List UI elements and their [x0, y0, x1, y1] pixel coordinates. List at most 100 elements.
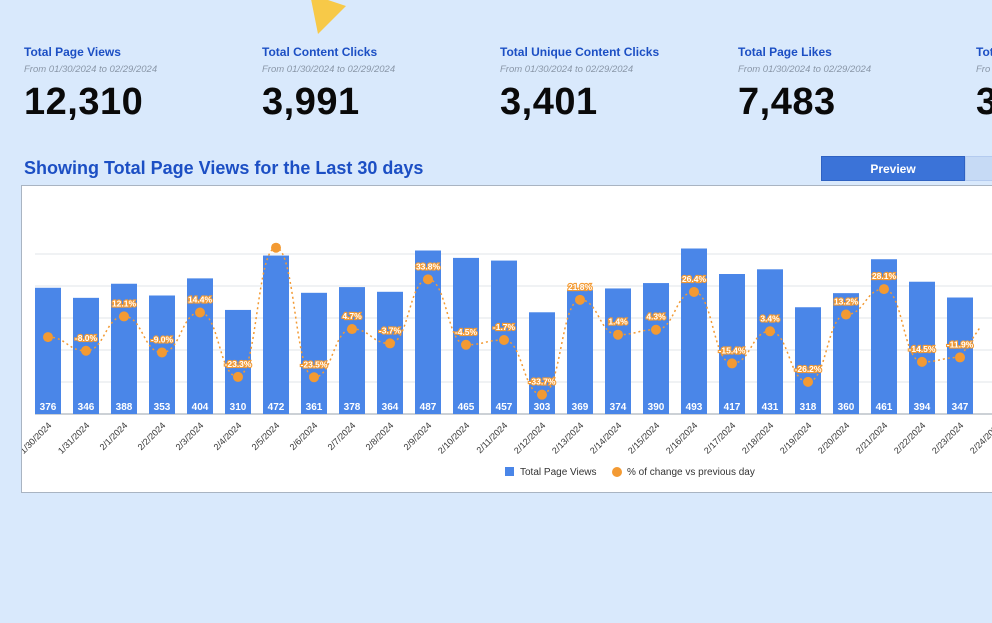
x-tick-label: 1/31/2024 — [56, 420, 91, 455]
bar-value-label: 376 — [40, 402, 57, 413]
x-tick-label: 2/17/2024 — [702, 420, 737, 455]
line-value-label: -33.7% — [529, 377, 556, 387]
line-value-label: -9.0% — [151, 334, 174, 344]
kpi-title: Total Page Likes — [738, 45, 832, 59]
tab-preview[interactable]: Preview — [821, 156, 965, 181]
bar — [263, 255, 289, 414]
line-point — [765, 326, 775, 337]
bar — [453, 257, 479, 414]
x-tick-label: 2/2/2024 — [136, 420, 168, 452]
kpi-partial: Tot Fro 3 — [976, 45, 992, 124]
x-tick-label: 2/16/2024 — [664, 420, 699, 455]
line-point — [81, 345, 91, 356]
bar — [187, 278, 213, 414]
kpi-date-range: From 01/30/2024 to 02/29/2024 — [262, 64, 396, 75]
line-point — [917, 356, 927, 367]
bar — [871, 259, 897, 414]
line-value-label: -4.5% — [455, 327, 478, 337]
kpi-value: 3,991 — [262, 81, 360, 123]
bar-value-label: 461 — [876, 402, 893, 413]
bar-value-label: 487 — [420, 402, 437, 413]
kpi-title: Tot — [976, 45, 992, 59]
line-point — [727, 358, 737, 369]
line-point — [499, 334, 509, 345]
bar — [909, 281, 935, 414]
kpi-date-range: From 01/30/2024 to 02/29/2024 — [500, 64, 634, 75]
line-point — [309, 372, 319, 383]
kpi-total-page-likes: Total Page Likes From 01/30/2024 to 02/2… — [738, 45, 978, 124]
line-point — [575, 294, 585, 305]
bar-value-label: 361 — [306, 402, 323, 413]
line-value-label: -8.0% — [75, 333, 98, 343]
bar — [339, 287, 365, 414]
x-tick-label: 2/22/2024 — [892, 420, 927, 455]
line-value-label: -11.9% — [947, 339, 974, 349]
bar-value-label: 374 — [610, 402, 627, 413]
bar — [643, 283, 669, 414]
bar-value-label: 404 — [192, 402, 209, 413]
x-tick-label: 2/12/2024 — [512, 420, 547, 455]
kpi-date-range: Fro — [976, 64, 991, 75]
line-point — [537, 389, 547, 400]
line-point — [385, 338, 395, 349]
line-point — [803, 376, 813, 387]
line-value-label: -15.4% — [719, 345, 746, 355]
x-tick-label: 2/9/2024 — [402, 420, 434, 452]
legend-bar-label: Total Page Views — [520, 467, 597, 478]
x-tick-label: 2/20/2024 — [816, 420, 851, 455]
bar — [73, 297, 99, 414]
bar-value-label: 493 — [686, 402, 703, 413]
bar-value-label: 318 — [800, 402, 817, 413]
line-value-label: 4.3% — [646, 312, 666, 322]
x-tick-label: 2/24/2024 — [968, 420, 992, 455]
line-value-label: 12.1% — [112, 298, 137, 308]
x-tick-label: 2/15/2024 — [626, 420, 661, 455]
line-value-label: 13.2% — [834, 297, 859, 307]
bar-value-label: 346 — [78, 402, 95, 413]
kpi-title: Total Content Clicks — [262, 45, 378, 59]
kpi-title: Total Unique Content Clicks — [500, 45, 660, 59]
line-point — [157, 347, 167, 358]
bar-value-label: 472 — [268, 402, 285, 413]
bar — [225, 309, 251, 414]
bar-value-label: 378 — [344, 402, 361, 413]
kpi-value: 3 — [976, 81, 992, 123]
line-value-label: 26.4% — [682, 274, 707, 284]
kpi-total-content-clicks: Total Content Clicks From 01/30/2024 to … — [262, 45, 502, 124]
line-value-label: -23.3% — [225, 359, 252, 369]
x-tick-label: 2/13/2024 — [550, 420, 585, 455]
line-point — [689, 286, 699, 297]
bar-value-label: 310 — [230, 402, 247, 413]
bar — [301, 292, 327, 414]
series-line-change — [47, 246, 981, 396]
x-tick-label: 2/23/2024 — [930, 420, 965, 455]
x-tick-label: 2/6/2024 — [288, 420, 320, 452]
legend-line-label: % of change vs previous day — [627, 467, 755, 478]
bar — [377, 291, 403, 414]
x-tick-label: 2/5/2024 — [250, 420, 282, 452]
x-tick-label: 2/14/2024 — [588, 420, 623, 455]
line-value-label: -3.7% — [379, 325, 402, 335]
line-value-label: 4.7% — [342, 311, 362, 321]
x-tick-label: 2/7/2024 — [326, 420, 358, 452]
kpi-date-range: From 01/30/2024 to 02/29/2024 — [738, 64, 872, 75]
kpi-value: 3,401 — [500, 81, 598, 123]
bar-value-label: 369 — [572, 402, 589, 413]
bar-value-label: 431 — [762, 402, 779, 413]
bar-value-label: 303 — [534, 402, 551, 413]
tab-secondary[interactable] — [965, 156, 992, 181]
x-tick-label: 2/19/2024 — [778, 420, 813, 455]
x-tick-label: 2/11/2024 — [475, 420, 510, 455]
x-tick-label: 2/10/2024 — [436, 420, 471, 455]
line-value-label: -14.5% — [909, 344, 936, 354]
bar-value-label: 457 — [496, 402, 513, 413]
line-value-label: 28.1% — [872, 271, 897, 281]
bar-value-label: 360 — [838, 402, 855, 413]
x-tick-label: 2/1/2024 — [98, 420, 130, 452]
bar — [35, 287, 61, 414]
section-title: Showing Total Page Views for the Last 30… — [24, 158, 424, 178]
bar-value-label: 417 — [724, 402, 741, 413]
bar-value-label: 394 — [914, 402, 931, 413]
x-tick-label: 2/4/2024 — [212, 420, 244, 452]
line-point — [233, 371, 243, 382]
